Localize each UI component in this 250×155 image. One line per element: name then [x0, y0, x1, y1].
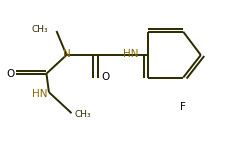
Text: O: O [6, 69, 14, 79]
Text: CH₃: CH₃ [31, 25, 48, 34]
Text: O: O [101, 72, 110, 82]
Text: HN: HN [122, 49, 138, 59]
Text: N: N [62, 49, 70, 59]
Text: F: F [180, 102, 186, 112]
Text: HN: HN [32, 89, 48, 99]
Text: CH₃: CH₃ [74, 110, 90, 119]
